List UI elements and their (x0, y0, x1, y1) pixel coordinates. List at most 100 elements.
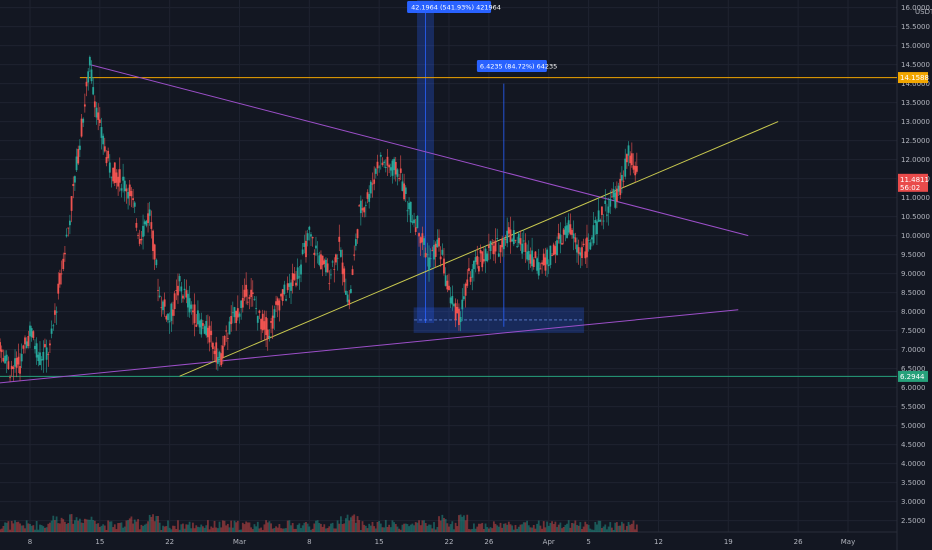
volume-bar (532, 524, 535, 532)
volume-bar (374, 528, 377, 532)
volume-bar (494, 523, 497, 532)
candle-body (80, 118, 83, 137)
candle-body (195, 324, 198, 327)
volume-bar (82, 522, 85, 532)
volume-bar (220, 527, 223, 532)
volume-bar (526, 520, 529, 532)
candle-body (14, 358, 16, 367)
candle-body (344, 290, 347, 295)
candle-body (90, 69, 93, 82)
volume-bar (266, 522, 269, 532)
volume-bar (135, 521, 138, 532)
candle-body (273, 309, 276, 318)
volume-bar (438, 516, 440, 532)
candle-body (55, 311, 58, 313)
volume-bar (316, 520, 319, 532)
candle-body (549, 245, 552, 265)
candle-body (463, 296, 465, 300)
volume-bar (286, 520, 289, 532)
volume-bar (0, 528, 3, 532)
volume-bar (431, 528, 434, 532)
candle-body (369, 181, 372, 194)
candle-body (481, 251, 484, 268)
volume-bar (47, 523, 50, 532)
volume-bar (78, 518, 81, 532)
candle-body (255, 308, 258, 309)
x-tick-label: 5 (586, 538, 590, 546)
candle-body (629, 155, 632, 164)
candle-body (303, 242, 306, 247)
price-badge-label: 6.2944 (900, 373, 925, 381)
volume-bar (531, 527, 534, 532)
volume-bar (622, 523, 625, 532)
volume-bar (102, 524, 105, 532)
volume-bar (620, 521, 623, 532)
candle-body (78, 145, 81, 150)
candle-body (448, 285, 450, 291)
candle-body (414, 227, 417, 232)
candle-body (486, 253, 489, 262)
candle-body (152, 230, 154, 252)
x-tick-label: 8 (307, 538, 311, 546)
candle-body (198, 320, 201, 328)
candle-body (32, 331, 35, 339)
candle-body (153, 244, 156, 260)
volume-bar (52, 515, 55, 532)
volume-bar (564, 524, 567, 532)
volume-bar (421, 520, 424, 532)
volume-bar (414, 522, 417, 532)
volume-bar (635, 524, 638, 532)
candle-body (630, 153, 633, 166)
candle-body (599, 220, 602, 222)
volume-bar (276, 527, 279, 532)
volume-bar (424, 523, 427, 532)
volume-bar (512, 529, 515, 532)
volume-bar (499, 522, 502, 532)
candle-body (526, 251, 529, 260)
x-tick-label: Mar (233, 538, 246, 546)
candle-body (67, 227, 70, 229)
volume-bar (83, 518, 86, 532)
candle-body (318, 255, 321, 265)
price-badge-countdown: 56:02 (900, 184, 920, 192)
candle-body (285, 299, 287, 301)
candle-body (178, 276, 181, 282)
candle-body (211, 342, 214, 350)
candle-body (361, 208, 364, 211)
volume-bar (248, 522, 251, 532)
price-badge (898, 370, 928, 382)
volume-bar (150, 516, 153, 532)
volume-bar (280, 528, 282, 532)
candle-body (474, 257, 477, 262)
candle-body (231, 312, 234, 314)
candle-body (138, 238, 141, 244)
volume-bar (62, 519, 65, 532)
x-tick-label: 15 (95, 538, 104, 546)
volume-bar (459, 514, 462, 532)
price-badge-label: 11.4811 (900, 176, 929, 184)
candle-body (321, 255, 324, 266)
candle-body (320, 254, 322, 270)
candle-body (280, 293, 282, 297)
volume-bar (260, 527, 263, 532)
candle-body (132, 198, 134, 201)
volume-bar (283, 528, 286, 532)
candle-body (236, 308, 239, 318)
candle-body (564, 226, 567, 235)
candle-body (88, 56, 91, 66)
volume-bar (379, 523, 382, 532)
candle-body (102, 135, 105, 145)
candle-body (411, 221, 414, 223)
volume-bar (557, 524, 560, 532)
candle-body (261, 313, 264, 331)
candle-body (75, 156, 78, 171)
volume-bar (39, 524, 41, 532)
y-tick-label: 5.0000 (901, 422, 926, 430)
volume-bar (268, 521, 271, 532)
volume-bar (231, 527, 234, 532)
volume-bar (408, 526, 410, 532)
volume-bar (534, 528, 537, 532)
candle-body (408, 202, 410, 210)
volume-bar (155, 516, 158, 532)
